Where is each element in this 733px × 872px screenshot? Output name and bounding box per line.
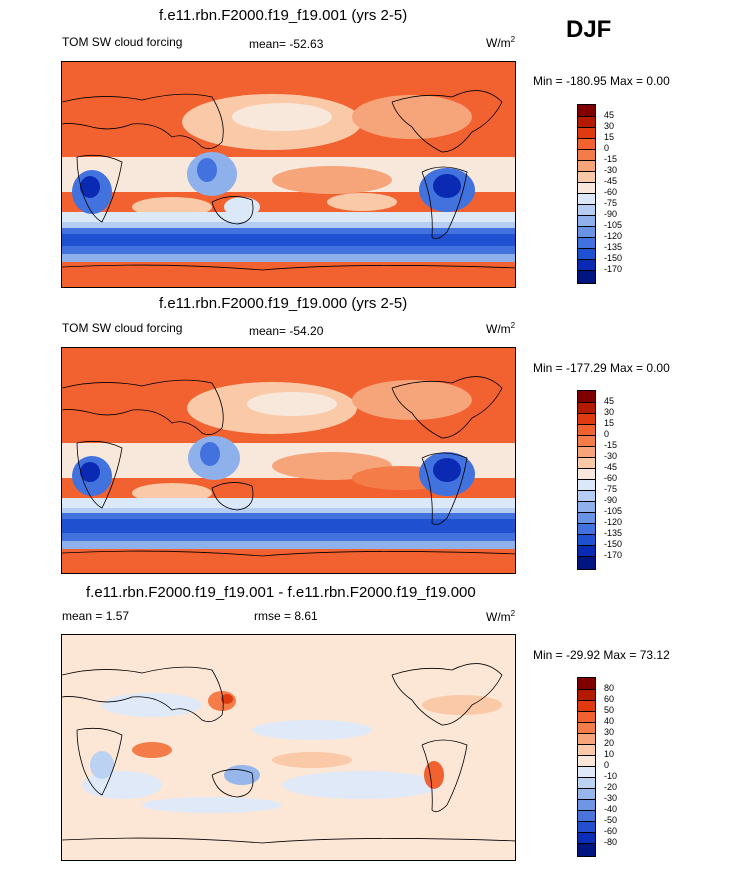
panel3-minmax-label: Min = -29.92 Max = 73.12 (533, 648, 670, 662)
panel1-mean-label: mean= -52.63 (249, 37, 324, 51)
panel3-rmse-label: rmse = 8.61 (254, 609, 318, 623)
tick: 45 (604, 110, 615, 120)
panel3-map-field (62, 635, 515, 860)
panel1-colorbar (577, 104, 596, 284)
tick: 80 (604, 683, 615, 693)
panel2-minmax-label: Min = -177.29 Max = 0.00 (533, 361, 670, 375)
tick: -60 (604, 826, 618, 836)
panel1-units-label: W/m2 (486, 35, 516, 50)
tick: -80 (604, 837, 618, 847)
tick: 45 (604, 396, 615, 406)
tick: 30 (604, 121, 615, 131)
tick: -40 (604, 804, 618, 814)
panel2-colorbar (577, 390, 596, 570)
tick: 10 (604, 749, 615, 759)
tick: -30 (604, 793, 618, 803)
tick: -75 (604, 198, 618, 208)
panel1-minmax-label: Min = -180.95 Max = 0.00 (533, 74, 670, 88)
tick: 0 (604, 429, 610, 439)
tick: -20 (604, 782, 618, 792)
tick: -150 (604, 539, 623, 549)
tick: -170 (604, 264, 623, 274)
panel2-mean-label: mean= -54.20 (249, 324, 324, 338)
tick: 30 (604, 407, 615, 417)
panel3-mean-label: mean = 1.57 (62, 609, 130, 623)
tick: 20 (604, 738, 615, 748)
panel2-title: f.e11.rbn.F2000.f19_f19.000 (yrs 2-5) (159, 295, 408, 312)
season-label: DJF (566, 16, 612, 43)
tick: -75 (604, 484, 618, 494)
tick: 0 (604, 143, 610, 153)
tick: -105 (604, 220, 623, 230)
tick: 30 (604, 727, 615, 737)
tick: -45 (604, 462, 618, 472)
tick: 50 (604, 705, 615, 715)
panel2-map-field (62, 348, 515, 573)
tick: -50 (604, 815, 618, 825)
tick: 15 (604, 132, 615, 142)
tick: -170 (604, 550, 623, 560)
tick: -30 (604, 165, 618, 175)
tick: 0 (604, 760, 610, 770)
panel1-title: f.e11.rbn.F2000.f19_f19.001 (yrs 2-5) (159, 7, 408, 24)
tick: -30 (604, 451, 618, 461)
tick: -90 (604, 495, 618, 505)
tick: -45 (604, 176, 618, 186)
panel1-variable-label: TOM SW cloud forcing (62, 35, 183, 49)
tick: 60 (604, 694, 615, 704)
panel2-map (61, 347, 516, 574)
tick: -120 (604, 517, 623, 527)
panel3-title: f.e11.rbn.F2000.f19_f19.001 - f.e11.rbn.… (86, 584, 476, 601)
panel3-colorbar (577, 677, 596, 857)
tick: -15 (604, 440, 618, 450)
tick: 40 (604, 716, 615, 726)
tick: -135 (604, 528, 623, 538)
tick: -135 (604, 242, 623, 252)
tick: -150 (604, 253, 623, 263)
tick: -105 (604, 506, 623, 516)
tick: -90 (604, 209, 618, 219)
panel1-map (61, 61, 516, 288)
tick: -60 (604, 187, 618, 197)
panel2-units-label: W/m2 (486, 321, 516, 336)
tick: -120 (604, 231, 623, 241)
panel2-variable-label: TOM SW cloud forcing (62, 321, 183, 335)
tick: 15 (604, 418, 615, 428)
panel3-map (61, 634, 516, 861)
panel3-units-label: W/m2 (486, 609, 516, 624)
tick: -10 (604, 771, 618, 781)
tick: -60 (604, 473, 618, 483)
tick: -15 (604, 154, 618, 164)
panel1-map-field (62, 62, 515, 287)
